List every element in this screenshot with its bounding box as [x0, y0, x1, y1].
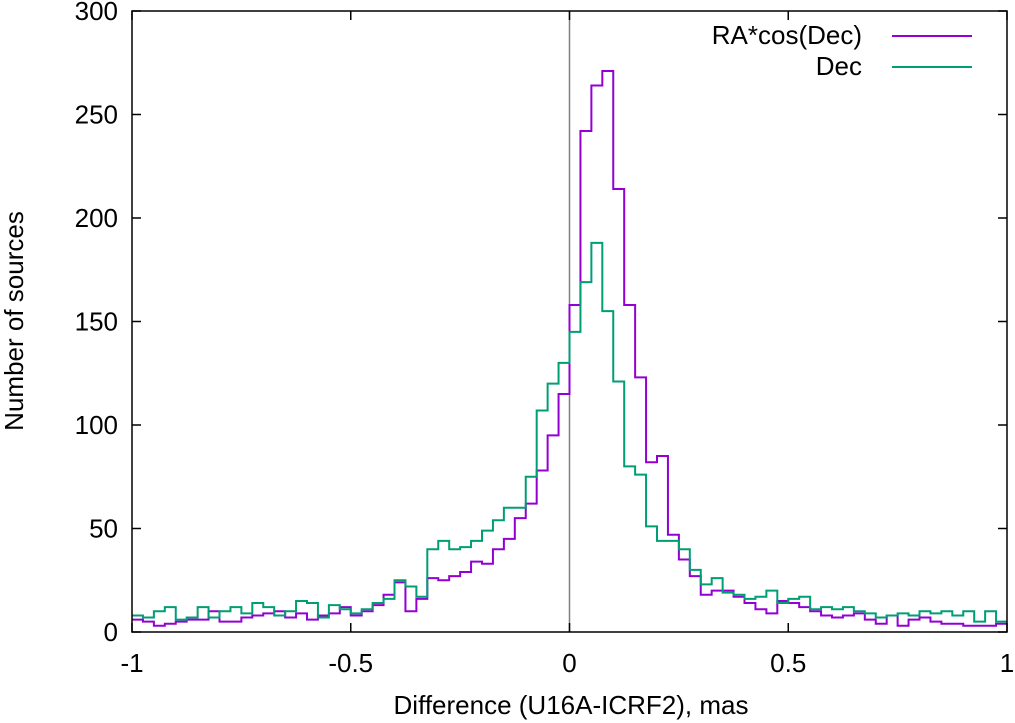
- x-tick-label: 0: [562, 648, 576, 678]
- series-layer: [132, 70, 1007, 627]
- x-axis-title: Difference (U16A-ICRF2), mas: [394, 690, 749, 720]
- y-tick-label: 200: [75, 203, 118, 233]
- y-tick-label: 100: [75, 410, 118, 440]
- y-tick-label: 300: [75, 0, 118, 26]
- y-axis-title: Number of sources: [0, 211, 29, 431]
- y-tick-label: 250: [75, 100, 118, 130]
- legend-label-dec: Dec: [816, 51, 862, 81]
- y-tick-label: 50: [89, 514, 118, 544]
- x-tick-label: -0.5: [328, 648, 373, 678]
- series-line-1: [132, 241, 1007, 623]
- x-tick-label: 0.5: [770, 648, 806, 678]
- y-tick-label: 150: [75, 307, 118, 337]
- legend: RA*cos(Dec) Dec: [712, 20, 972, 81]
- x-tick-label: 1: [1000, 648, 1014, 678]
- y-tick-label: 0: [104, 617, 118, 647]
- legend-label-ra: RA*cos(Dec): [712, 20, 862, 50]
- x-tick-label: -1: [120, 648, 143, 678]
- axes-layer: -1 -0.5 0 0.5 1 0 50 100 150 200 250 300: [75, 0, 1015, 678]
